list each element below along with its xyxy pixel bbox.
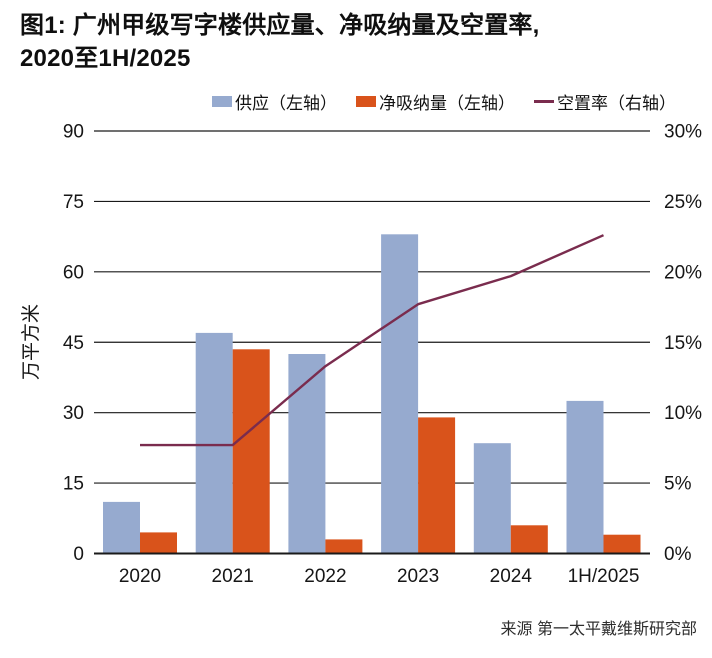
vacancy-line-swatch-icon [534,100,554,103]
left-axis-tick-60: 60 [63,262,84,283]
left-axis-tick-45: 45 [63,333,84,354]
legend-label-vacancy: 空置率（右轴） [557,94,676,113]
bar-absorption-2021 [232,349,270,554]
right-axis-tick-20%: 20% [664,262,702,283]
bar-supply-2021 [195,332,233,554]
bar-absorption-1H/2025 [603,534,641,554]
x-axis-label-2022: 2022 [304,566,346,587]
left-axis-tick-0: 0 [73,544,84,565]
figure-title: 图1: 广州甲级写字楼供应量、净吸纳量及空置率, 2020至1H/2025 [20,9,539,75]
absorption-swatch-icon [356,96,376,107]
chart-legend: 供应（左轴） 净吸纳量（左轴） 空置率（右轴） [212,89,676,114]
figure-title-line-1: 图1: 广州甲级写字楼供应量、净吸纳量及空置率, [20,12,540,39]
x-axis-label-2023: 2023 [397,566,439,587]
legend-item-absorption: 净吸纳量（左轴） [356,89,515,114]
bar-supply-2023 [381,234,419,554]
right-axis-tick-25%: 25% [664,192,702,213]
x-axis-label-1H/2025: 1H/2025 [568,566,640,587]
source-note: 来源 第一太平戴维斯研究部 [500,621,697,638]
bar-supply-1H/2025 [566,400,604,554]
bar-supply-2022 [288,354,326,554]
right-axis-tick-0%: 0% [664,544,692,565]
left-axis-tick-90: 90 [63,122,84,143]
bar-absorption-2022 [325,539,363,554]
right-axis-tick-30%: 30% [664,122,702,143]
left-axis-tick-15: 15 [63,474,84,495]
bar-absorption-2020 [140,532,177,554]
bar-supply-2020 [103,501,140,554]
legend-item-vacancy: 空置率（右轴） [534,89,676,114]
left-axis-tick-30: 30 [63,403,84,424]
left-axis-title: 万平方米 [20,304,42,380]
legend-label-supply: 供应（左轴） [235,94,337,113]
x-axis-label-2021: 2021 [212,566,254,587]
bar-supply-2024 [473,443,511,554]
right-axis-tick-10%: 10% [664,403,702,424]
left-axis-tick-75: 75 [63,192,84,213]
bar-absorption-2023 [418,417,456,554]
bar-absorption-2024 [510,525,548,554]
vacancy-rate-line [140,234,604,447]
supply-swatch-icon [212,96,232,107]
legend-label-absorption: 净吸纳量（左轴） [379,94,515,113]
right-axis-tick-5%: 5% [664,474,692,495]
figure-title-line-2: 2020至1H/2025 [20,45,191,72]
legend-item-supply: 供应（左轴） [212,89,337,114]
x-axis-label-2020: 2020 [119,566,161,587]
right-axis-tick-15%: 15% [664,333,702,354]
x-axis-label-2024: 2024 [490,566,533,587]
